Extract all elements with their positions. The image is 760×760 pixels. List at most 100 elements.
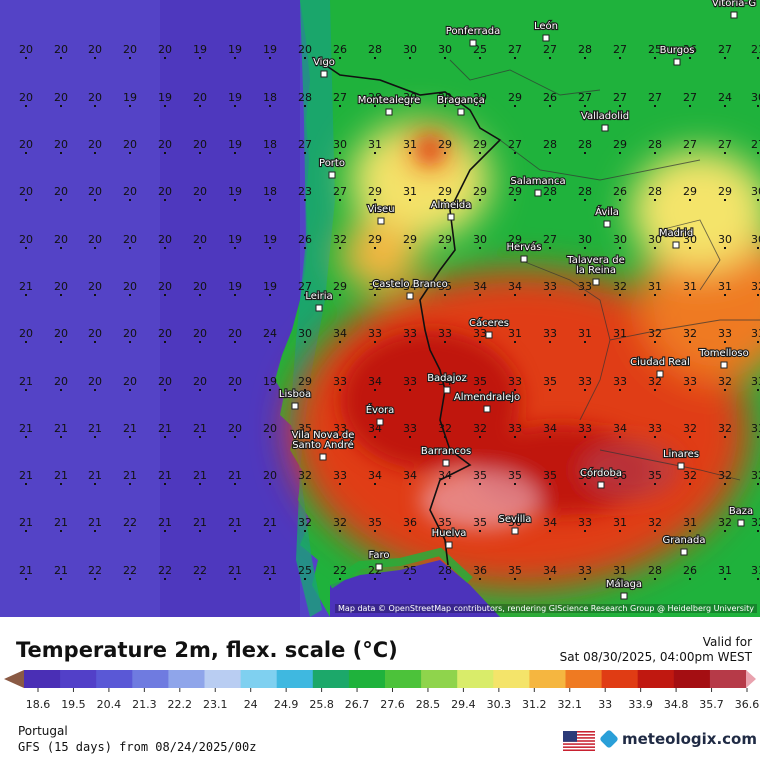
grid-value: 33 [718, 327, 732, 340]
us-flag-icon[interactable] [563, 731, 595, 751]
grid-point [654, 389, 656, 391]
hot-core [340, 136, 680, 530]
grid-value: 21 [19, 469, 33, 482]
colorbar-swatch [637, 670, 675, 688]
grid-value: 28 [543, 138, 557, 151]
grid-value: 31 [403, 185, 417, 198]
grid-point [94, 389, 96, 391]
grid-value: 22 [158, 564, 172, 577]
grid-value: 25 [298, 564, 312, 577]
grid-point [444, 578, 446, 580]
grid-values: 20 20 20 20 20 19 19 19 20 26 28 30 30 25 27 27 28 27 25 26… [19, 43, 760, 580]
grid-value: 31 [718, 564, 732, 577]
grid-point [60, 578, 62, 580]
grid-point [374, 436, 376, 438]
city-label: Faro [369, 550, 390, 561]
grid-point [584, 530, 586, 532]
grid-value: 20 [123, 185, 137, 198]
grid-value: 21 [158, 422, 172, 435]
grid-point [619, 152, 621, 154]
grid-point [689, 578, 691, 580]
colorbar-swatch [457, 670, 494, 688]
grid-point [584, 341, 586, 343]
grid-point [304, 247, 306, 249]
grid-point [60, 57, 62, 59]
grid-value: 18 [263, 185, 277, 198]
colorbar-tick-label: 31.2 [522, 698, 547, 711]
city-marker [315, 304, 323, 312]
grid-value: 20 [123, 375, 137, 388]
grid-point [164, 530, 166, 532]
grid-point [94, 530, 96, 532]
grid-point [619, 530, 621, 532]
grid-value: 20 [158, 327, 172, 340]
colorbar-tick-label: 36.6 [735, 698, 760, 711]
grid-value: 33 [403, 327, 417, 340]
grid-value: 20 [88, 327, 102, 340]
city-marker [656, 370, 664, 378]
grid-value: 28 [578, 185, 592, 198]
grid-point [234, 483, 236, 485]
grid-value: 32 [473, 422, 487, 435]
colorbar-swatch [673, 670, 711, 688]
grid-point [25, 247, 27, 249]
grid-point [269, 247, 271, 249]
grid-value: 34 [403, 280, 417, 293]
city-label: Ponferrada [446, 26, 500, 37]
grid-point [409, 389, 411, 391]
grid-value: 28 [368, 91, 382, 104]
grid-value: 24 [718, 91, 732, 104]
colorbar-swatch [240, 670, 278, 688]
grid-value: 32 [718, 375, 732, 388]
grid-point [409, 247, 411, 249]
grid-point [409, 199, 411, 201]
grid-value: 31 [613, 516, 627, 529]
city-label: Vitoria-G [712, 0, 756, 9]
grid-point [689, 483, 691, 485]
grid-point [304, 578, 306, 580]
grid-value: 20 [193, 91, 207, 104]
grid-value: 29 [473, 91, 487, 104]
grid-value: 32 [333, 516, 347, 529]
grid-value: 20 [123, 280, 137, 293]
grid-point [269, 341, 271, 343]
grid-point [514, 199, 516, 201]
city-marker [511, 527, 519, 535]
grid-value: 36 [473, 564, 487, 577]
grid-point [164, 199, 166, 201]
grid-point [269, 294, 271, 296]
grid-value: 33 [543, 280, 557, 293]
map-attribution[interactable]: Map data © OpenStreetMap contributors, r… [335, 604, 757, 613]
grid-value: 19 [263, 375, 277, 388]
grid-point [60, 294, 62, 296]
grid-value: 33 [613, 375, 627, 388]
grid-point [724, 341, 726, 343]
grid-value: 35 [543, 469, 557, 482]
grid-value: 31 [648, 280, 662, 293]
grid-point [60, 341, 62, 343]
grid-point [304, 57, 306, 59]
grid-value: 25 [403, 564, 417, 577]
grid-value: 20 [54, 233, 68, 246]
grid-point [514, 105, 516, 107]
grid-value: 35 [543, 375, 557, 388]
grid-point [234, 389, 236, 391]
grid-value: 21 [193, 422, 207, 435]
temperature-map[interactable]: 20 20 20 20 20 19 19 19 20 26 28 30 30 25 27 27 28 27 25 26… [0, 0, 760, 617]
grid-point [304, 294, 306, 296]
grid-value: 30 [473, 233, 487, 246]
grid-point [199, 530, 201, 532]
colorbar-tick-label: 34.8 [664, 698, 689, 711]
grid-point [234, 436, 236, 438]
grid-point [374, 578, 376, 580]
city-marker [720, 361, 728, 369]
grid-point [60, 199, 62, 201]
grid-point [689, 152, 691, 154]
brand-logo[interactable]: meteologix.com [599, 729, 757, 749]
city-label: Talavera de la Reina [566, 255, 624, 276]
grid-point [25, 341, 27, 343]
grid-point [199, 578, 201, 580]
city-label: Porto [319, 158, 345, 169]
grid-point [234, 199, 236, 201]
grid-value: 21 [88, 516, 102, 529]
